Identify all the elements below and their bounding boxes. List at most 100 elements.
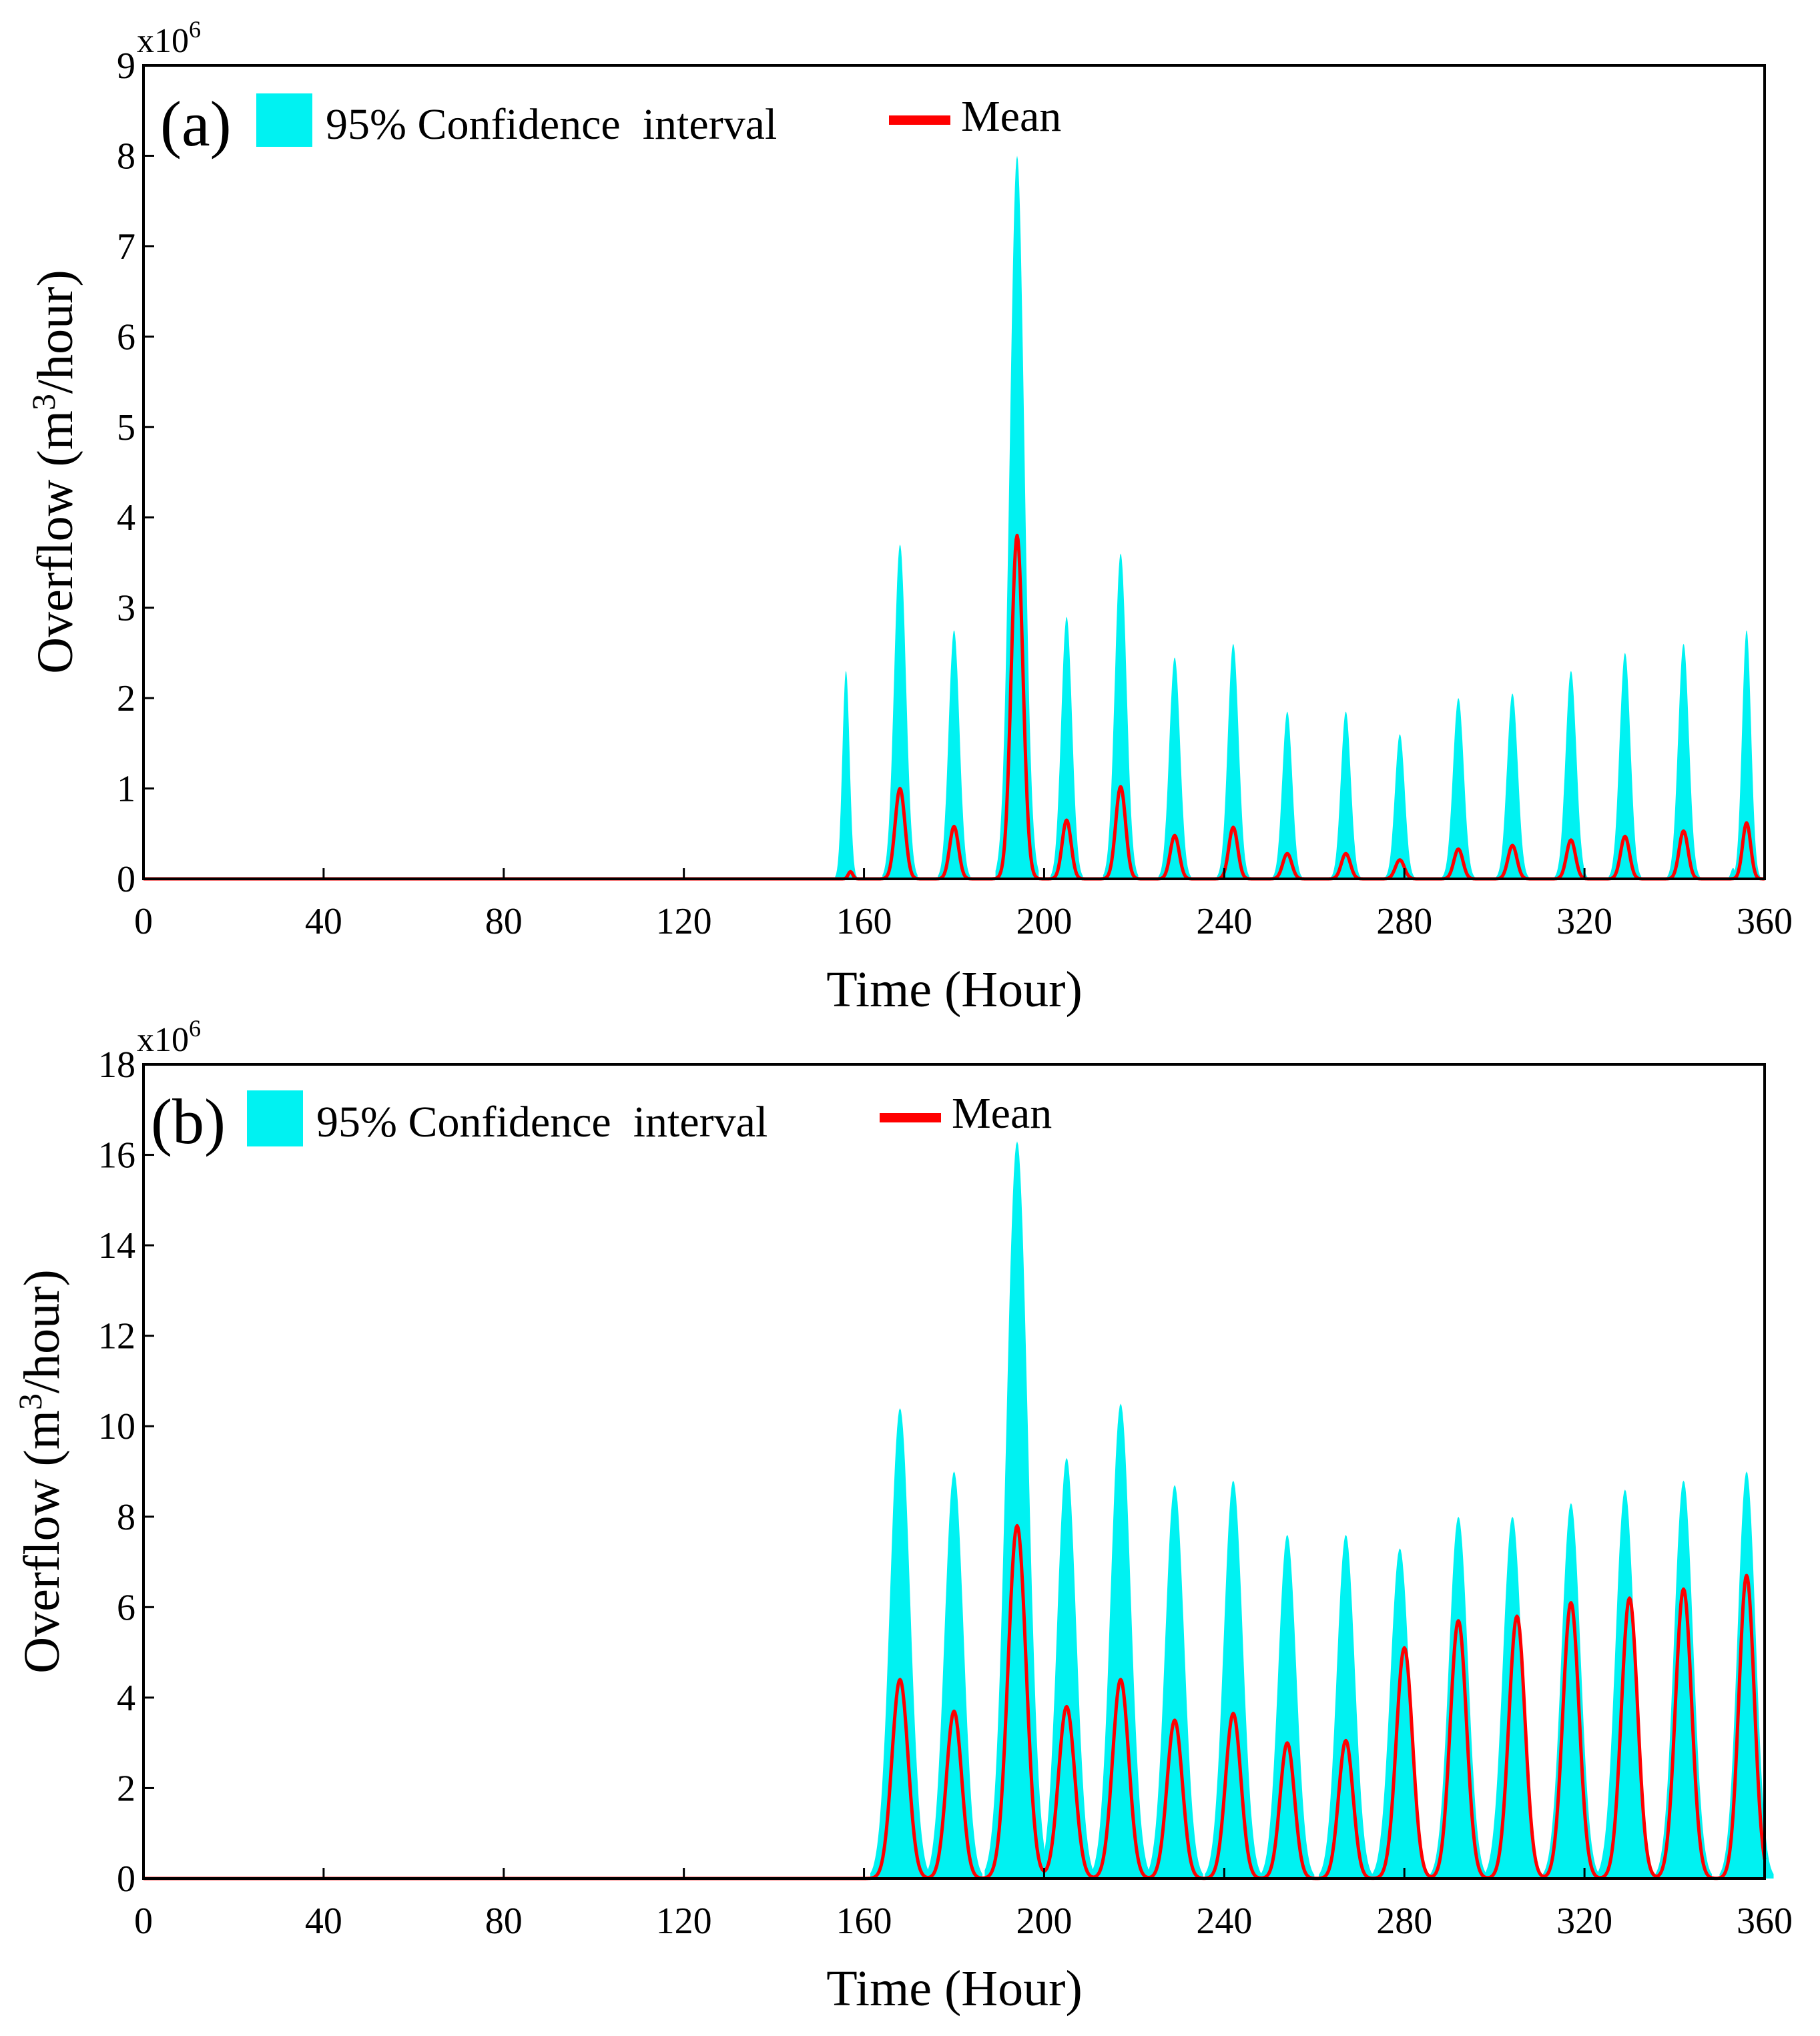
legend-ci-swatch-a bbox=[256, 93, 312, 147]
ci-peak-a-7 bbox=[1217, 643, 1250, 879]
ci-peak-a-1 bbox=[882, 544, 918, 879]
x-tick-label-a-3: 120 bbox=[656, 901, 712, 942]
ci-peak-b-13 bbox=[1596, 1489, 1654, 1879]
panel-label-a: (a) bbox=[160, 88, 232, 159]
ci-peak-a-2 bbox=[938, 630, 970, 879]
y-tick-label-b-9: 18 bbox=[98, 1044, 135, 1086]
ci-peak-b-10 bbox=[1430, 1516, 1487, 1879]
chart-panel-b: 0 40 80 120 160 200 240 280 320 360 0 2 4 6 8 10 12 14 16 1… bbox=[11, 1015, 1793, 2017]
y-tick-label-a-7: 7 bbox=[117, 226, 135, 268]
ci-peak-a-15 bbox=[1667, 643, 1700, 879]
x-tick-label-a-6: 240 bbox=[1196, 901, 1252, 942]
y-tick-label-b-4: 8 bbox=[117, 1497, 135, 1538]
x-tick-label-a-0: 0 bbox=[134, 901, 153, 942]
ci-peak-a-0 bbox=[835, 671, 857, 879]
x-axis-label-b: Time (Hour) bbox=[826, 1961, 1083, 2017]
ci-peak-b-0 bbox=[870, 1408, 930, 1879]
y-tick-label-b-5: 10 bbox=[98, 1406, 135, 1447]
y-tick-label-a-0: 0 bbox=[117, 859, 135, 900]
y-tick-label-b-1: 2 bbox=[117, 1768, 135, 1809]
panel-label-b: (b) bbox=[151, 1086, 226, 1157]
y-tick-label-a-3: 3 bbox=[117, 588, 135, 629]
ci-peak-b-14 bbox=[1655, 1480, 1713, 1879]
ci-peak-a-14 bbox=[1608, 653, 1642, 879]
tick-layer-a: 0 40 80 120 160 200 240 280 320 360 0 1 2 3 4 5 6 7 8 9 bbox=[117, 45, 1793, 942]
x-tick-label-b-7: 280 bbox=[1376, 1901, 1432, 1942]
x-tick-label-a-8: 320 bbox=[1556, 901, 1612, 942]
y-tick-label-b-0: 0 bbox=[117, 1858, 135, 1900]
x-tick-label-b-5: 200 bbox=[1016, 1901, 1072, 1942]
ci-peak-b-6 bbox=[1205, 1480, 1262, 1879]
y-tick-label-b-6: 12 bbox=[98, 1316, 135, 1357]
y-tick-label-a-1: 1 bbox=[117, 769, 135, 810]
ci-peak-a-4 bbox=[1050, 617, 1083, 879]
ci-peak-b-12 bbox=[1542, 1503, 1600, 1879]
mean-peak-a-3 bbox=[1016, 535, 1018, 536]
mean-peak-b-14 bbox=[1683, 1588, 1684, 1590]
mean-peak-b-2 bbox=[1016, 1525, 1018, 1526]
x-tick-label-a-2: 80 bbox=[485, 901, 523, 942]
x-tick-label-a-7: 280 bbox=[1376, 901, 1432, 942]
ci-peak-a-5 bbox=[1103, 553, 1139, 879]
ci-peak-b-15 bbox=[1719, 1471, 1774, 1879]
x-axis-label-a: Time (Hour) bbox=[826, 962, 1083, 1018]
x-tick-label-b-2: 80 bbox=[485, 1901, 523, 1942]
x-tick-label-b-0: 0 bbox=[134, 1901, 153, 1942]
plot-frame-b bbox=[142, 1063, 1766, 1880]
plot-frame-a bbox=[142, 64, 1766, 880]
y-tick-label-b-3: 6 bbox=[117, 1587, 135, 1628]
legend-ci-swatch-b bbox=[247, 1090, 303, 1146]
mean-peak-a-11 bbox=[1458, 848, 1459, 850]
y-tick-label-a-5: 5 bbox=[117, 407, 135, 448]
y-multiplier-a: x106 bbox=[137, 16, 201, 60]
x-tick-label-a-9: 360 bbox=[1737, 901, 1793, 942]
ci-peak-b-3 bbox=[1038, 1457, 1095, 1879]
y-tick-label-a-4: 4 bbox=[117, 497, 135, 539]
y-axis-label-b: Overflow (m3/hour) bbox=[11, 1269, 70, 1673]
mean-peak-b-10 bbox=[1458, 1620, 1459, 1622]
ci-peak-a-3 bbox=[995, 155, 1039, 879]
ci-peak-b-9 bbox=[1372, 1548, 1428, 1879]
ci-peak-a-12 bbox=[1496, 693, 1529, 879]
ci-peak-a-8 bbox=[1272, 711, 1303, 879]
x-tick-label-b-8: 320 bbox=[1556, 1901, 1612, 1942]
legend-mean-label-a: Mean bbox=[961, 92, 1061, 141]
x-tick-label-b-4: 160 bbox=[836, 1901, 892, 1942]
ci-peak-b-8 bbox=[1319, 1534, 1373, 1879]
x-tick-label-b-3: 120 bbox=[656, 1901, 712, 1942]
x-tick-label-a-1: 40 bbox=[305, 901, 342, 942]
tick-layer-b: 0 40 80 120 160 200 240 280 320 360 0 2 4 6 8 10 12 14 16 1… bbox=[98, 1044, 1793, 1942]
ci-peak-b-5 bbox=[1146, 1485, 1203, 1879]
ci-peak-a-10 bbox=[1385, 734, 1415, 879]
y-tick-label-a-6: 6 bbox=[117, 316, 135, 358]
legend-ci-label-b: 95% Confidence interval bbox=[316, 1098, 768, 1146]
ci-peak-b-2 bbox=[984, 1141, 1050, 1879]
y-tick-label-a-2: 2 bbox=[117, 678, 135, 719]
y-tick-label-b-8: 16 bbox=[98, 1135, 135, 1176]
y-tick-label-a-9: 9 bbox=[117, 45, 135, 87]
ci-peak-a-9 bbox=[1331, 711, 1361, 879]
y-multiplier-b: x106 bbox=[137, 1015, 201, 1059]
ci-peak-b-7 bbox=[1260, 1534, 1315, 1879]
chart-panel-a: 0 40 80 120 160 200 240 280 320 360 0 1 2 3 4 5 6 7 8 9 x10… bbox=[25, 16, 1793, 1018]
x-tick-label-a-5: 200 bbox=[1016, 901, 1072, 942]
ci-peak-b-1 bbox=[926, 1471, 982, 1879]
mean-peak-b-12 bbox=[1570, 1602, 1572, 1604]
y-tick-label-a-8: 8 bbox=[117, 135, 135, 177]
ci-peak-b-4 bbox=[1091, 1403, 1151, 1879]
legend-ci-label-a: 95% Confidence interval bbox=[326, 100, 777, 149]
x-tick-label-b-1: 40 bbox=[305, 1901, 342, 1942]
ci-area-layer-a bbox=[835, 155, 1761, 879]
x-tick-label-a-4: 160 bbox=[836, 901, 892, 942]
ci-peak-a-11 bbox=[1442, 698, 1475, 879]
ci-peak-a-13 bbox=[1554, 671, 1588, 879]
ci-area-layer-b bbox=[870, 1141, 1774, 1879]
legend-b: (b) 95% Confidence interval Mean bbox=[151, 1086, 1052, 1157]
ci-peak-a-6 bbox=[1158, 657, 1191, 879]
ci-peak-b-11 bbox=[1484, 1516, 1541, 1879]
legend-mean-label-b: Mean bbox=[952, 1089, 1052, 1138]
mean-peak-b-8 bbox=[1345, 1740, 1346, 1741]
y-tick-label-b-7: 14 bbox=[98, 1225, 135, 1267]
x-tick-label-b-6: 240 bbox=[1196, 1901, 1252, 1942]
